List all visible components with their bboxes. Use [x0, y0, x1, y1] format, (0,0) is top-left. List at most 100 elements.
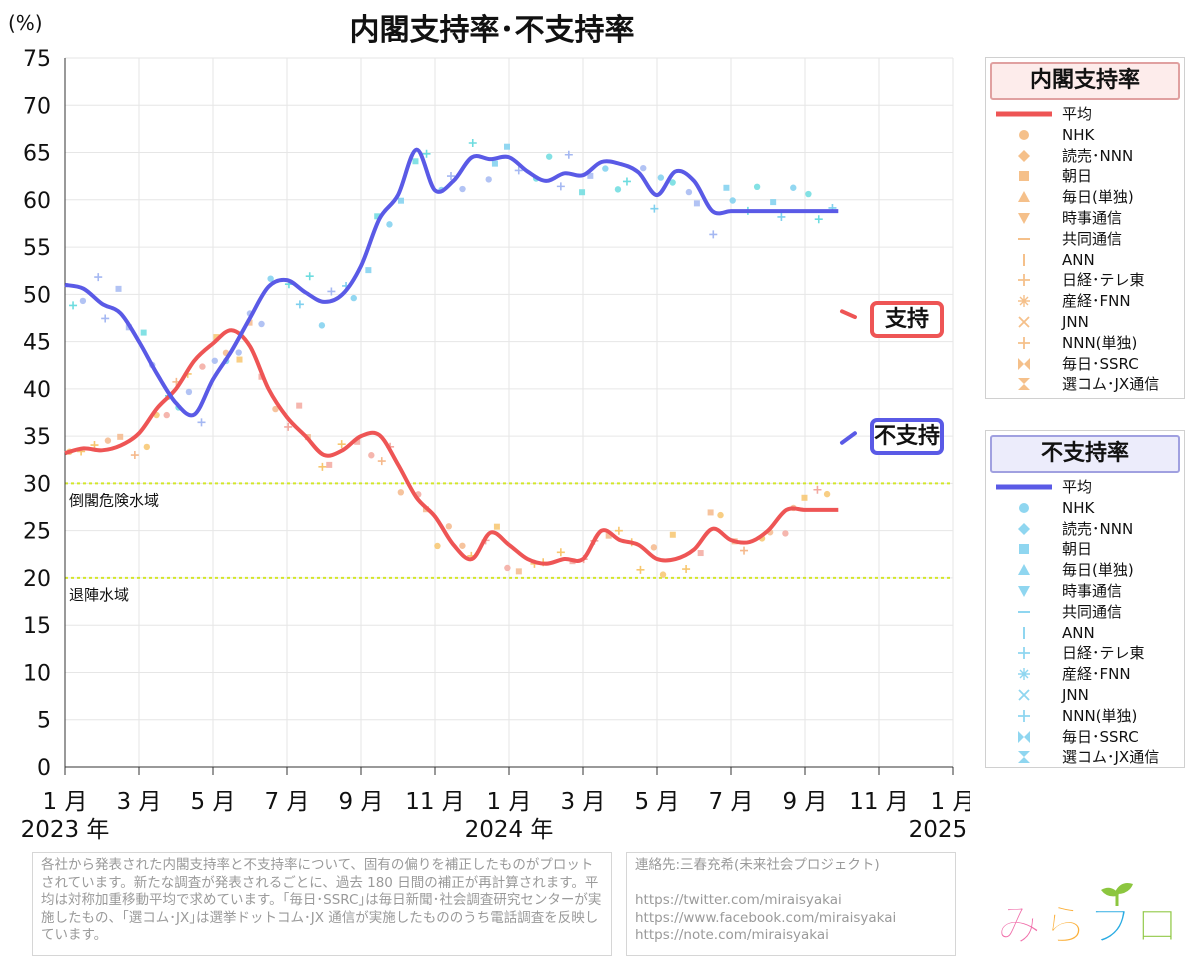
y-tick-label: 45 — [23, 331, 51, 356]
poll-point — [267, 275, 274, 282]
svg-text:み: み — [997, 900, 1041, 950]
poll-point — [729, 197, 736, 204]
y-tick-label: 0 — [37, 756, 51, 781]
legend-marker — [1018, 149, 1030, 162]
legend-support-title: 内閣支持率 — [990, 62, 1180, 100]
methodology-note: 各社から発表された内閣支持率と不支持率について、固有の偏りを補正したものがプロッ… — [32, 852, 612, 956]
legend-item-label: NNN(単独) — [1062, 706, 1138, 725]
poll-point — [284, 422, 293, 431]
poll-point — [657, 174, 665, 181]
poll-point — [777, 212, 786, 221]
y-tick-label: 70 — [23, 94, 51, 119]
poll-point — [814, 215, 823, 224]
x-tick-label: 9 月 — [339, 789, 384, 815]
poll-point — [669, 531, 676, 538]
poll-point — [659, 571, 667, 578]
poll-point — [614, 526, 623, 535]
legend-marker — [1018, 295, 1030, 308]
legend-disapprove-title: 不支持率 — [990, 435, 1180, 473]
poll-point — [318, 322, 326, 329]
contact-heading: 連絡先:三春充希(未来社会プロジェクト) — [635, 857, 880, 873]
legend-item-label: JNN — [1062, 685, 1089, 704]
poll-point — [556, 182, 565, 191]
poll-point — [709, 230, 718, 239]
legend-item: 毎日･SSRC — [986, 354, 1184, 375]
y-tick-label: 65 — [23, 142, 51, 167]
legend-marker — [1018, 730, 1030, 743]
poll-point — [545, 153, 553, 160]
methodology-note-text: 各社から発表された内閣支持率と不支持率について、固有の偏りを補正したものがプロッ… — [41, 857, 602, 943]
poll-point — [101, 314, 110, 323]
legend-item-label: 平均 — [1062, 478, 1093, 496]
poll-point — [368, 452, 375, 459]
legend-item-label: NNN(単独) — [1062, 333, 1138, 352]
legend-item: 時事通信 — [986, 208, 1184, 229]
poll-point — [770, 199, 777, 206]
poll-point — [790, 184, 797, 191]
legend-marker — [1018, 191, 1030, 203]
y-tick-label: 50 — [23, 283, 51, 308]
legend-marker — [1018, 274, 1030, 287]
poll-point — [650, 544, 658, 551]
legend-item-label: JNN — [1062, 312, 1089, 331]
poll-point — [813, 485, 822, 494]
poll-point — [485, 176, 492, 183]
legend-marker — [1018, 357, 1030, 370]
svg-text:ロ: ロ — [1135, 900, 1179, 950]
gridlines — [64, 57, 954, 768]
legend-marker — [1018, 378, 1030, 391]
poll-point — [468, 139, 477, 147]
poll-point — [235, 349, 242, 356]
poll-point — [397, 489, 405, 496]
poll-point — [412, 158, 419, 165]
legend-item-label: 平均 — [1062, 105, 1093, 123]
mirapro-logo: み ら プ ロ — [995, 880, 1185, 952]
contact-link-twitter[interactable]: https://twitter.com/miraisyakai — [635, 892, 842, 908]
legend-item: 朝日 — [986, 166, 1184, 187]
legend-item: 選コム･JX通信 — [986, 747, 1184, 768]
legend-marker — [1018, 585, 1030, 597]
legend-item-label: 時事通信 — [1062, 208, 1123, 227]
poll-point — [272, 405, 279, 413]
legend-item-label: 朝日 — [1062, 540, 1093, 559]
poll-point — [515, 568, 522, 575]
poll-point — [564, 150, 573, 159]
legend-item: 読売･NNN — [986, 146, 1184, 167]
poll-point — [823, 490, 831, 498]
legend-item-label: 産経･FNN — [1062, 292, 1131, 311]
legend-item-label: 選コム･JX通信 — [1062, 375, 1160, 394]
poll-point — [422, 149, 431, 158]
legend-item-label: 日経･テレ東 — [1062, 644, 1145, 663]
legend-disapprove-items: 平均 NHK 読売･NNN 朝日 毎日(単独) 時事通信 共同通信 ANN 日経･テレ東 産経･F… — [986, 477, 1184, 768]
poll-point — [94, 273, 103, 282]
mirapro-logo-image: み ら プ ロ — [997, 883, 1180, 952]
legend-marker — [1019, 171, 1029, 182]
poll-point — [295, 300, 304, 309]
poll-point — [337, 440, 346, 449]
poll-point — [374, 213, 381, 220]
legend-marker — [1018, 709, 1030, 722]
y-tick-label: 10 — [23, 661, 51, 686]
legend-marker — [1018, 336, 1030, 349]
legend-marker — [1019, 544, 1029, 555]
poll-point — [318, 462, 327, 471]
contact-link-note[interactable]: https://note.com/miraisyakai — [635, 927, 829, 943]
poll-points — [66, 139, 837, 578]
legend-marker — [1018, 668, 1030, 681]
poll-point — [723, 184, 730, 191]
poll-point — [115, 285, 122, 292]
y-tick-label: 25 — [23, 520, 51, 545]
poll-point — [707, 509, 714, 516]
legend-support-items: 平均 NHK 読売･NNN 朝日 毎日(単独) 時事通信 共同通信 ANN 日経･テレ東 産経･F… — [986, 104, 1184, 395]
contact-link-facebook[interactable]: https://www.facebook.com/miraisyakai — [635, 909, 897, 926]
poll-point — [740, 546, 749, 555]
series-line-disapprove — [64, 147, 839, 418]
legend-marker — [1018, 316, 1030, 328]
legend-item: 毎日(単独) — [986, 560, 1184, 581]
poll-point — [579, 189, 586, 196]
legend-item: 選コム･JX通信 — [986, 374, 1184, 395]
y-tick-label: 40 — [23, 378, 51, 403]
poll-point — [491, 160, 498, 167]
